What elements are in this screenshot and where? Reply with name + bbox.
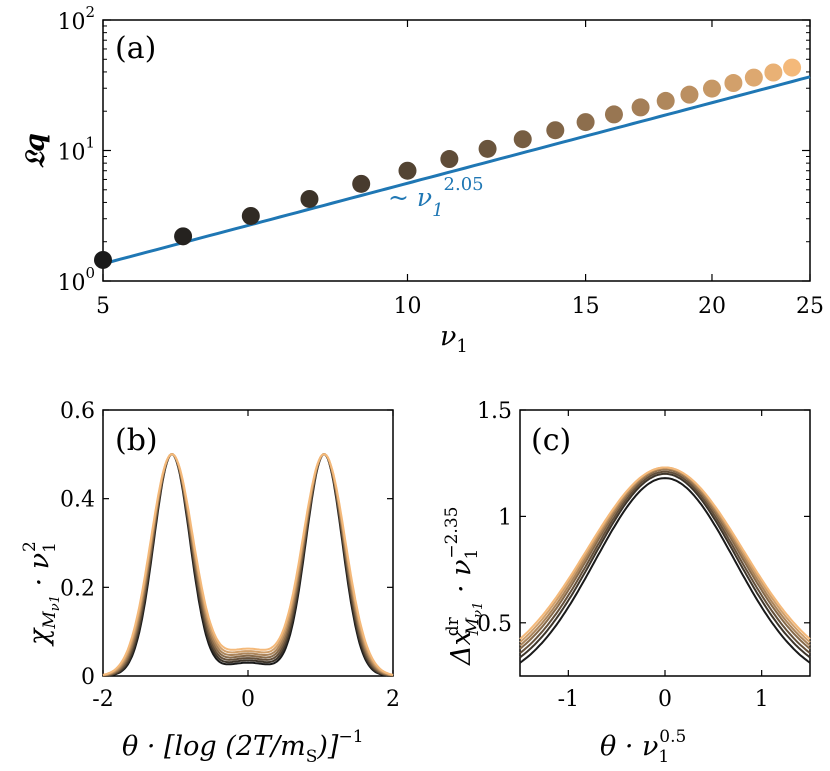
panel-b-ylabel: χMν1 · ν12 [20, 541, 63, 647]
y-tick-label: 0.5 [477, 612, 512, 637]
series-line [519, 472, 811, 659]
panel-b-lines [102, 453, 394, 677]
series-line [519, 467, 811, 647]
data-point [764, 63, 783, 82]
data-point [241, 206, 260, 225]
series-line [519, 466, 811, 640]
y-tick-label: 1 [498, 505, 512, 530]
data-point [631, 98, 650, 117]
x-tick-label: 0 [658, 687, 672, 712]
panel-c-xlabel: θ · ν10.5 [600, 727, 686, 767]
data-point [174, 227, 193, 246]
y-tick-label: 0.6 [60, 399, 95, 424]
data-point [352, 174, 371, 193]
data-point [744, 68, 763, 87]
y-tick-label: 0.2 [60, 576, 95, 601]
panel-a-points [94, 58, 802, 269]
series-line [519, 470, 811, 654]
panel-a-label: (a) [115, 31, 156, 66]
y-tick-label: 101 [57, 134, 95, 166]
data-point [440, 150, 459, 169]
panel-b: -2 0 200.20.40.6 (b) θ · [log (2T/mS)]−1 χ… [20, 399, 400, 767]
data-point [724, 74, 743, 93]
panel-a-xlabel: ν1 [440, 321, 468, 357]
data-point [783, 58, 802, 77]
x-tick-label: 10 [393, 294, 421, 319]
panel-c-ticks: -1 0 1 0.5 1 1.5 [477, 399, 810, 712]
panel-a-x-ticks: 5 10 15 20 25 [96, 20, 824, 319]
series-line [102, 453, 394, 676]
x-tick-label: 20 [698, 294, 726, 319]
panel-a-y-ticks: 100 101 102 [57, 3, 810, 296]
y-tick-label: 100 [57, 264, 95, 296]
x-tick-label: -2 [92, 687, 113, 712]
data-point [94, 250, 112, 269]
panel-b-xlabel: θ · [log (2T/mS)]−1 [122, 727, 364, 767]
series-line [519, 477, 811, 664]
panel-a-fit-label: ~ ν12.05 [388, 174, 484, 221]
y-tick-label: 1.5 [477, 399, 512, 424]
panel-a-fit-line [102, 75, 811, 266]
panel-a-axes [102, 19, 811, 282]
data-point [604, 105, 623, 124]
panel-c-ylabel: ΔxdrMν1 · ν1−2.35 [442, 507, 486, 666]
x-tick-label: 15 [572, 294, 600, 319]
data-point [300, 189, 319, 208]
y-tick-label: 0.4 [60, 488, 95, 513]
x-tick-label: 2 [386, 687, 400, 712]
x-tick-label: 1 [755, 687, 769, 712]
y-tick-label: 0 [81, 665, 95, 690]
panel-c: -1 0 1 0.5 1 1.5 (c) θ · ν10.5 ΔxdrMν1 · ν1−2… [442, 399, 811, 767]
x-tick-label: 0 [241, 687, 255, 712]
data-point [680, 85, 699, 104]
panel-c-label: (c) [531, 423, 571, 458]
x-tick-label: 5 [96, 294, 110, 319]
panel-a: 5 10 15 20 25 100 101 102 (a) ~ ν12.05 ν1 𝔏q [20, 3, 824, 357]
data-point [513, 130, 532, 149]
x-tick-label: -1 [558, 687, 579, 712]
data-point [546, 121, 565, 140]
panel-b-label: (b) [115, 423, 158, 458]
data-point [398, 161, 417, 180]
panel-a-ylabel: 𝔏q [20, 133, 51, 168]
x-tick-label: 25 [796, 294, 824, 319]
y-tick-label: 102 [57, 3, 95, 35]
panel-c-lines [519, 466, 811, 664]
data-point [576, 113, 595, 132]
data-point [702, 79, 721, 98]
data-point [656, 91, 675, 110]
panel-b-ticks: -2 0 200.20.40.6 [60, 399, 400, 712]
series-line [519, 468, 811, 650]
data-point [478, 139, 497, 158]
